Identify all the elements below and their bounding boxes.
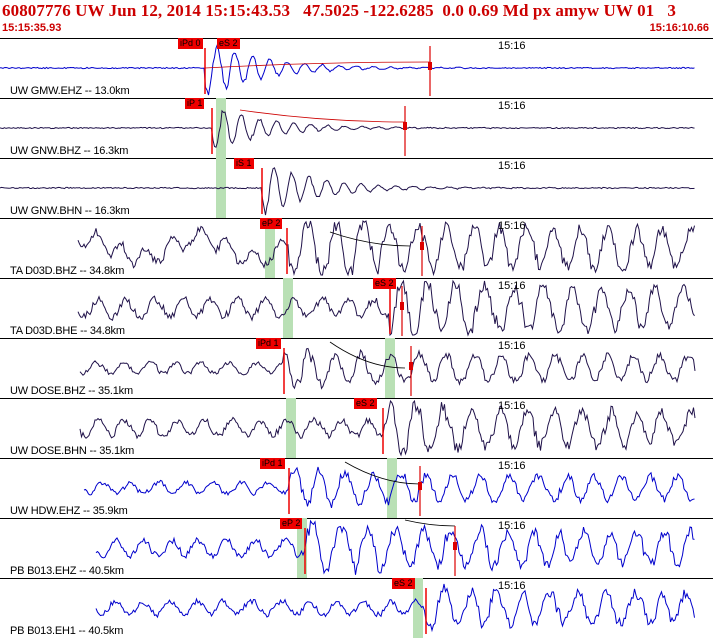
time-mark-label: 15:16: [498, 400, 526, 412]
coda-decay-curve: [329, 341, 406, 369]
trace-row[interactable]: eP 2 15:16 TA D03D.BHZ -- 34.8km: [0, 218, 713, 278]
phase-window-band: [265, 218, 275, 278]
phase-pick-flag[interactable]: eS 2: [217, 38, 240, 49]
coda-decay-curve: [239, 109, 406, 123]
phase-window-band: [385, 338, 395, 398]
coda-end-tick: [428, 62, 432, 70]
coda-decay-curve: [404, 519, 456, 527]
waveform-plot: [77, 279, 695, 337]
coda-end-tick: [403, 122, 407, 130]
coda-decay-curve: [204, 61, 431, 69]
trace-divider: [0, 158, 713, 159]
waveform-trace: [0, 109, 695, 148]
waveform-plot: [0, 106, 695, 156]
channel-label: UW HDW.EHZ -- 35.9km: [10, 505, 128, 517]
coda-decay-curve: [329, 231, 411, 247]
phase-pick-flag[interactable]: eS 2: [373, 278, 396, 289]
phase-pick-flag[interactable]: eP 2: [260, 218, 283, 229]
channel-label: PB B013.EH1 -- 40.5km: [10, 625, 124, 637]
trace-row[interactable]: eS 2 15:16 TA D03D.BHE -- 34.8km: [0, 278, 713, 338]
coda-end-tick: [420, 242, 424, 250]
channel-label: UW GNW.BHZ -- 16.3km: [10, 145, 129, 157]
trace-row[interactable]: iS 1 15:16 UW GNW.BHN -- 16.3km: [0, 158, 713, 218]
time-mark-label: 15:16: [498, 460, 526, 472]
time-mark-label: 15:16: [498, 280, 526, 292]
waveform-trace: [79, 347, 696, 390]
trace-divider: [0, 278, 713, 279]
trace-row[interactable]: iP 1 15:16 UW GNW.BHZ -- 16.3km: [0, 98, 713, 158]
window-start-time: 15:15:35.93: [2, 22, 62, 34]
waveform-plot: [79, 341, 696, 396]
channel-label: PB B013.EHZ -- 40.5km: [10, 565, 124, 577]
waveform-trace: [0, 167, 695, 216]
window-end-time: 15:16:10.66: [649, 22, 709, 34]
waveform-trace: [0, 42, 695, 96]
channel-label: UW DOSE.BHZ -- 35.1km: [10, 385, 133, 397]
trace-divider: [0, 218, 713, 219]
trace-divider: [0, 338, 713, 339]
phase-pick-flag[interactable]: iPd 1: [256, 338, 281, 349]
trace-divider: [0, 458, 713, 459]
phase-window-band: [216, 98, 226, 158]
phase-window-band: [286, 398, 296, 458]
channel-label: TA D03D.BHZ -- 34.8km: [10, 265, 125, 277]
phase-pick-flag[interactable]: eS 2: [392, 578, 415, 589]
waveform-plot: [95, 583, 695, 634]
time-mark-label: 15:16: [498, 160, 526, 172]
coda-end-tick: [409, 362, 413, 370]
time-mark-label: 15:16: [498, 220, 526, 232]
event-header: 60807776 UW Jun 12, 2014 15:15:43.53 47.…: [0, 0, 713, 38]
waveform-trace: [95, 583, 695, 633]
coda-end-tick: [400, 302, 404, 310]
trace-row[interactable]: iPd 1 15:16 UW DOSE.BHZ -- 35.1km: [0, 338, 713, 398]
phase-window-band: [297, 518, 307, 578]
event-title: 60807776 UW Jun 12, 2014 15:15:43.53 47.…: [2, 1, 676, 20]
phase-pick-flag[interactable]: eS 2: [354, 398, 377, 409]
trace-row[interactable]: iPd 1 15:16 UW HDW.EHZ -- 35.9km: [0, 458, 713, 518]
channel-label: TA D03D.BHE -- 34.8km: [10, 325, 125, 337]
waveform-trace: [95, 519, 695, 575]
waveform-trace: [79, 399, 696, 457]
waveform-trace: [83, 466, 695, 509]
waveform-plot: [83, 461, 695, 516]
trace-row[interactable]: eS 2 15:16 UW DOSE.BHN -- 35.1km: [0, 398, 713, 458]
phase-pick-flag[interactable]: eP 2: [280, 518, 303, 529]
trace-divider: [0, 98, 713, 99]
coda-end-tick: [418, 482, 422, 490]
trace-divider: [0, 38, 713, 39]
phase-window-band: [387, 458, 397, 518]
time-mark-label: 15:16: [498, 40, 526, 52]
waveform-plot: [79, 399, 696, 457]
phase-window-band: [413, 578, 423, 638]
trace-row[interactable]: eP 2 15:16 PB B013.EHZ -- 40.5km: [0, 518, 713, 578]
phase-pick-flag[interactable]: iS 1: [234, 158, 254, 169]
phase-pick-flag[interactable]: iPd 1: [260, 458, 285, 469]
channel-label: UW DOSE.BHN -- 35.1km: [10, 445, 135, 457]
time-mark-label: 15:16: [498, 100, 526, 112]
trace-panel: iPd 0 eS 2 15:16 UW GMW.EHZ -- 13.0km iP 1 15…: [0, 38, 713, 638]
phase-pick-flag[interactable]: iP 1: [185, 98, 205, 109]
channel-label: UW GNW.BHN -- 16.3km: [10, 205, 130, 217]
waveform-plot: [95, 519, 695, 576]
coda-end-tick: [453, 542, 457, 550]
trace-divider: [0, 578, 713, 579]
trace-row[interactable]: eS 2 15:16 PB B013.EH1 -- 40.5km: [0, 578, 713, 638]
waveform-trace: [77, 279, 695, 337]
waveform-plot: [77, 220, 695, 277]
waveform-plot: [0, 42, 695, 96]
trace-divider: [0, 518, 713, 519]
time-mark-label: 15:16: [498, 580, 526, 592]
channel-label: UW GMW.EHZ -- 13.0km: [10, 85, 130, 97]
time-mark-label: 15:16: [498, 340, 526, 352]
waveform-plot: [0, 167, 695, 216]
waveform-trace: [77, 220, 695, 277]
time-mark-label: 15:16: [498, 520, 526, 532]
phase-pick-flag[interactable]: iPd 0: [178, 38, 203, 49]
trace-row[interactable]: iPd 0 eS 2 15:16 UW GMW.EHZ -- 13.0km: [0, 38, 713, 98]
coda-decay-curve: [344, 461, 421, 485]
